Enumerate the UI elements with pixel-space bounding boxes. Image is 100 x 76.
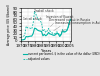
X-axis label: Years: Years — [41, 49, 51, 53]
Text: Invasion of Kuwait: Invasion of Kuwait — [46, 15, 74, 27]
Y-axis label: Average price (US $/barrel): Average price (US $/barrel) — [7, 4, 11, 45]
Text: Increasing consumption in Asia: Increasing consumption in Asia — [55, 21, 100, 32]
Text: 2nd oil shock: 2nd oil shock — [34, 9, 54, 13]
Legend: current per barrel, $ in the value of the dollar (USD), adjusted values: current per barrel, $ in the value of th… — [22, 51, 100, 62]
Text: Decreased output in Russia: Decreased output in Russia — [49, 18, 90, 31]
Text: 1st oil shock: 1st oil shock — [23, 17, 41, 26]
